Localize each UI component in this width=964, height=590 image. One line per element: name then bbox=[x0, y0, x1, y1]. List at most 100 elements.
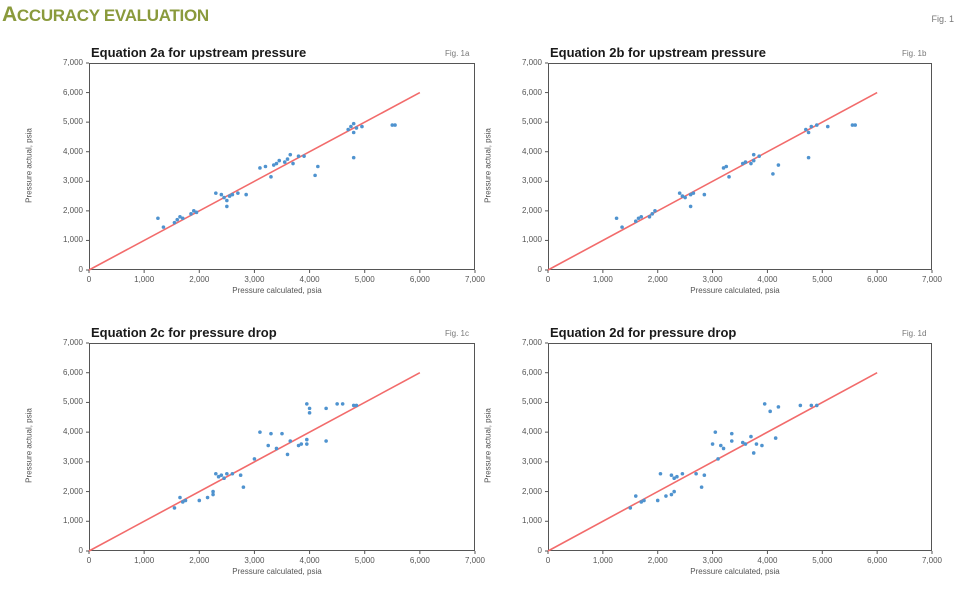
data-point bbox=[211, 489, 215, 494]
y-tick-label: 5,000 bbox=[521, 397, 542, 407]
data-point bbox=[285, 452, 290, 457]
data-point bbox=[669, 492, 674, 497]
y-tick-label: 3,000 bbox=[62, 176, 83, 186]
data-point bbox=[288, 439, 293, 443]
y-tick-label: 0 bbox=[537, 546, 542, 555]
panel-fig-label: Fig. 1b bbox=[902, 49, 927, 58]
y-tick-label: 6,000 bbox=[521, 367, 542, 377]
data-point bbox=[757, 154, 761, 158]
data-point bbox=[282, 160, 287, 164]
x-tick-label: 5,000 bbox=[354, 556, 375, 565]
y-tick-label: 5,000 bbox=[62, 117, 83, 127]
y-tick-label: 6,000 bbox=[62, 367, 83, 377]
data-point bbox=[716, 457, 720, 461]
y-tick-label: 1,000 bbox=[521, 235, 542, 245]
data-point bbox=[354, 126, 359, 130]
x-tick-label: 2,000 bbox=[189, 556, 210, 565]
y-tick-label: 0 bbox=[78, 265, 83, 274]
data-point bbox=[299, 442, 304, 446]
y-tick-label: 5,000 bbox=[521, 117, 542, 127]
data-point bbox=[806, 155, 811, 160]
x-tick-label: 3,000 bbox=[702, 275, 723, 284]
data-point bbox=[614, 216, 619, 221]
data-point bbox=[236, 191, 240, 195]
data-point bbox=[721, 166, 726, 170]
y-tick-label: 0 bbox=[78, 546, 83, 555]
x-tick-label: 7,000 bbox=[921, 275, 943, 284]
data-point bbox=[639, 214, 644, 219]
data-point bbox=[713, 430, 718, 434]
data-point bbox=[360, 124, 364, 129]
data-point bbox=[296, 443, 301, 448]
data-point bbox=[815, 403, 819, 408]
data-point bbox=[850, 123, 855, 127]
data-point bbox=[628, 506, 633, 510]
data-point bbox=[724, 164, 729, 169]
x-tick-label: 7,000 bbox=[464, 556, 486, 565]
y-tick-label: 4,000 bbox=[521, 146, 542, 156]
data-point bbox=[161, 225, 166, 229]
data-point bbox=[740, 161, 745, 166]
data-point bbox=[214, 191, 218, 195]
data-point bbox=[743, 160, 748, 164]
x-tick-label: 4,000 bbox=[757, 556, 778, 565]
reference-line bbox=[547, 91, 878, 271]
data-point bbox=[683, 195, 687, 200]
x-tick-label: 6,000 bbox=[409, 275, 430, 284]
data-point bbox=[307, 411, 312, 415]
y-tick-label: 5,000 bbox=[62, 397, 83, 407]
x-tick-label: 5,000 bbox=[354, 275, 375, 284]
x-axis-label: Pressure calculated, psia bbox=[690, 286, 780, 295]
title-rest: CCURACY EVALUATION bbox=[16, 6, 209, 25]
y-tick-label: 3,000 bbox=[62, 456, 83, 466]
data-point bbox=[189, 212, 193, 216]
data-point bbox=[316, 164, 320, 169]
x-axis-label: Pressure calculated, psia bbox=[232, 567, 322, 576]
data-point bbox=[672, 489, 676, 494]
x-tick-label: 0 bbox=[86, 275, 92, 284]
y-tick-label: 3,000 bbox=[521, 456, 542, 466]
y-tick-label: 7,000 bbox=[62, 58, 83, 67]
x-tick-label: 6,000 bbox=[409, 556, 430, 565]
data-point bbox=[302, 154, 306, 158]
data-point bbox=[258, 430, 262, 434]
title-initial: A bbox=[2, 3, 17, 26]
data-point bbox=[271, 163, 276, 167]
data-point bbox=[351, 403, 356, 408]
chart-title: Equation 2c for pressure drop bbox=[91, 325, 277, 340]
data-point bbox=[751, 158, 756, 163]
data-point bbox=[238, 473, 243, 478]
data-point bbox=[354, 403, 359, 408]
x-tick-label: 7,000 bbox=[921, 556, 943, 565]
x-axis-label: Pressure calculated, psia bbox=[690, 567, 780, 576]
data-point bbox=[806, 130, 811, 135]
data-point bbox=[258, 166, 262, 170]
x-tick-label: 3,000 bbox=[244, 275, 265, 284]
data-point bbox=[639, 500, 644, 504]
data-point bbox=[691, 191, 696, 195]
data-point bbox=[324, 439, 328, 443]
data-point bbox=[719, 443, 723, 448]
data-point bbox=[776, 163, 781, 167]
reference-line bbox=[547, 372, 878, 552]
data-point bbox=[699, 485, 704, 489]
data-point bbox=[727, 175, 731, 179]
data-point bbox=[702, 473, 707, 478]
data-point bbox=[263, 164, 268, 169]
data-point bbox=[702, 192, 707, 197]
x-tick-label: 3,000 bbox=[244, 556, 265, 565]
reference-line bbox=[88, 372, 421, 552]
data-point bbox=[664, 494, 668, 498]
data-point bbox=[809, 403, 814, 408]
data-point bbox=[219, 192, 224, 197]
data-point bbox=[277, 158, 282, 163]
x-tick-label: 4,000 bbox=[757, 275, 778, 284]
data-point bbox=[351, 130, 356, 135]
y-tick-label: 0 bbox=[537, 265, 542, 274]
data-point bbox=[305, 437, 309, 442]
data-point bbox=[172, 506, 177, 510]
data-point bbox=[633, 219, 638, 224]
data-point bbox=[222, 195, 226, 200]
y-tick-label: 2,000 bbox=[62, 205, 83, 215]
data-point bbox=[762, 402, 767, 406]
